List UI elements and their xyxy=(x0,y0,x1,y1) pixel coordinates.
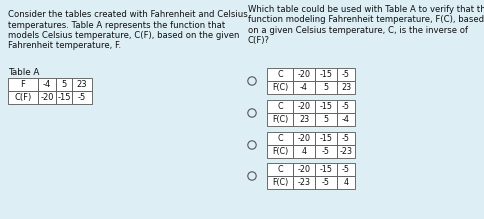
Text: C: C xyxy=(277,134,282,143)
Bar xyxy=(72,91,92,104)
Text: -15: -15 xyxy=(319,134,332,143)
Bar xyxy=(336,68,354,81)
Bar xyxy=(314,68,336,81)
Text: 5: 5 xyxy=(323,83,328,92)
Text: -5: -5 xyxy=(341,134,349,143)
Text: -20: -20 xyxy=(40,93,54,102)
Bar xyxy=(314,81,336,94)
Text: 23: 23 xyxy=(298,115,308,124)
Text: 4: 4 xyxy=(343,178,348,187)
Text: C: C xyxy=(277,70,282,79)
Text: 23: 23 xyxy=(76,80,87,89)
Text: function modeling Fahrenheit temperature, F(C), based: function modeling Fahrenheit temperature… xyxy=(247,16,483,25)
Bar xyxy=(72,78,92,91)
Bar xyxy=(267,176,292,189)
Bar xyxy=(314,132,336,145)
Bar xyxy=(267,100,292,113)
Text: -5: -5 xyxy=(321,178,329,187)
Bar xyxy=(314,100,336,113)
Bar xyxy=(336,163,354,176)
Text: temperatures. Table A represents the function that: temperatures. Table A represents the fun… xyxy=(8,21,225,30)
Bar xyxy=(292,81,314,94)
Bar xyxy=(336,145,354,158)
Text: -15: -15 xyxy=(319,165,332,174)
Text: -23: -23 xyxy=(339,147,352,156)
Text: F(C): F(C) xyxy=(272,178,287,187)
Text: -20: -20 xyxy=(297,165,310,174)
Bar xyxy=(336,132,354,145)
Bar xyxy=(56,91,72,104)
Text: Consider the tables created with Fahrenheit and Celsius: Consider the tables created with Fahrenh… xyxy=(8,10,247,19)
Text: C: C xyxy=(277,165,282,174)
Text: -5: -5 xyxy=(78,93,86,102)
Text: F(C): F(C) xyxy=(272,83,287,92)
Bar xyxy=(267,145,292,158)
Bar xyxy=(8,91,38,104)
Bar xyxy=(336,176,354,189)
Bar xyxy=(314,113,336,126)
Bar xyxy=(8,78,38,91)
Bar xyxy=(38,78,56,91)
Text: -5: -5 xyxy=(341,70,349,79)
Text: F(C): F(C) xyxy=(272,147,287,156)
Text: Fahrenheit temperature, F.: Fahrenheit temperature, F. xyxy=(8,41,121,51)
Bar xyxy=(292,132,314,145)
Bar xyxy=(314,163,336,176)
Text: -20: -20 xyxy=(297,134,310,143)
Text: Which table could be used with Table A to verify that th: Which table could be used with Table A t… xyxy=(247,5,484,14)
Bar xyxy=(314,145,336,158)
Bar xyxy=(56,78,72,91)
Text: -15: -15 xyxy=(319,102,332,111)
Bar xyxy=(292,68,314,81)
Text: 5: 5 xyxy=(61,80,66,89)
Text: C(F): C(F) xyxy=(15,93,31,102)
Text: -20: -20 xyxy=(297,70,310,79)
Text: -4: -4 xyxy=(43,80,51,89)
Bar xyxy=(267,68,292,81)
Text: C: C xyxy=(277,102,282,111)
Bar xyxy=(292,113,314,126)
Text: -15: -15 xyxy=(319,70,332,79)
Bar xyxy=(267,163,292,176)
Text: -15: -15 xyxy=(57,93,71,102)
Bar xyxy=(336,113,354,126)
Text: -5: -5 xyxy=(341,165,349,174)
Bar xyxy=(292,145,314,158)
Text: 5: 5 xyxy=(323,115,328,124)
Text: F: F xyxy=(20,80,25,89)
Bar xyxy=(267,113,292,126)
Bar xyxy=(336,81,354,94)
Text: Table A: Table A xyxy=(8,68,39,77)
Bar xyxy=(314,176,336,189)
Bar xyxy=(292,163,314,176)
Text: models Celsius temperature, C(F), based on the given: models Celsius temperature, C(F), based … xyxy=(8,31,239,40)
Bar xyxy=(267,132,292,145)
Text: -4: -4 xyxy=(300,83,307,92)
Bar xyxy=(336,100,354,113)
Bar xyxy=(292,100,314,113)
Bar xyxy=(38,91,56,104)
Text: -4: -4 xyxy=(341,115,349,124)
Text: 4: 4 xyxy=(301,147,306,156)
Text: -20: -20 xyxy=(297,102,310,111)
Bar xyxy=(292,176,314,189)
Text: -5: -5 xyxy=(321,147,329,156)
Text: -5: -5 xyxy=(341,102,349,111)
Text: F(C): F(C) xyxy=(272,115,287,124)
Text: 23: 23 xyxy=(340,83,350,92)
Bar xyxy=(267,81,292,94)
Text: C(F)?: C(F)? xyxy=(247,37,270,46)
Text: -23: -23 xyxy=(297,178,310,187)
Text: on a given Celsius temperature, C, is the inverse of: on a given Celsius temperature, C, is th… xyxy=(247,26,467,35)
